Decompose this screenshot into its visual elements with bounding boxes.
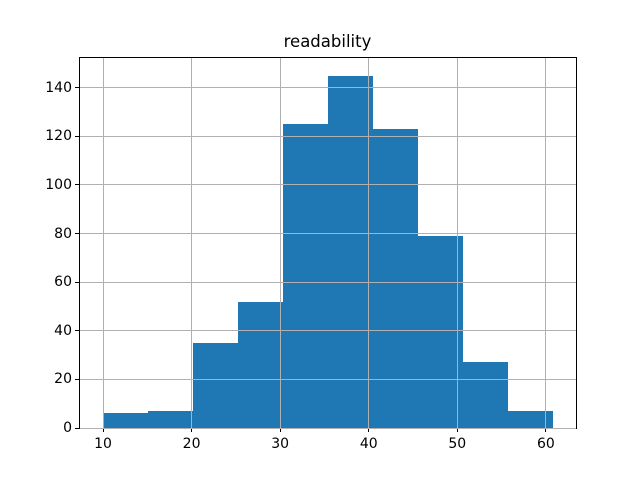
histogram-bar [462, 362, 508, 428]
y-tick-label: 120 [45, 128, 72, 145]
y-tick-mark [75, 184, 79, 186]
histogram-bar [103, 413, 148, 428]
y-tick-mark [75, 330, 79, 332]
gridline-horizontal [80, 330, 576, 332]
y-tick-label: 80 [54, 225, 72, 242]
gridline-vertical [545, 58, 547, 428]
y-tick-mark [75, 87, 79, 89]
histogram-bar [507, 410, 553, 428]
histogram-bar [328, 75, 373, 428]
x-tick-label: 30 [271, 436, 290, 452]
y-tick-mark [75, 427, 79, 429]
y-tick-label: 40 [54, 322, 72, 339]
histogram-bar [148, 410, 193, 428]
gridline-horizontal [80, 184, 576, 186]
gridline-vertical [279, 58, 281, 428]
gridline-vertical [191, 58, 193, 428]
x-tick-label: 50 [448, 436, 467, 452]
x-tick-mark [191, 428, 193, 432]
gridline-horizontal [80, 135, 576, 137]
x-tick-label: 10 [94, 436, 112, 452]
y-tick-mark [75, 135, 79, 137]
y-tick-mark [75, 281, 79, 283]
y-tick-mark [75, 378, 79, 380]
x-tick-mark [456, 428, 458, 432]
histogram-bar [238, 301, 283, 428]
histogram-bar [193, 342, 238, 428]
gridline-vertical [102, 58, 104, 428]
gridline-vertical [368, 58, 370, 428]
x-tick-label: 20 [182, 436, 201, 452]
x-tick-label: 60 [536, 436, 555, 452]
x-tick-label: 40 [359, 436, 378, 452]
gridline-horizontal [80, 281, 576, 283]
gridline-vertical [456, 58, 458, 428]
gridline-horizontal [80, 378, 576, 380]
plot-area [79, 57, 577, 429]
chart-title: readability [283, 32, 372, 51]
y-tick-label: 20 [54, 371, 72, 388]
gridline-horizontal [80, 233, 576, 235]
x-tick-mark [279, 428, 281, 432]
histogram-bar [417, 236, 463, 428]
y-tick-label: 0 [63, 420, 72, 436]
gridline-horizontal [80, 427, 576, 429]
y-tick-mark [75, 233, 79, 235]
x-tick-mark [368, 428, 370, 432]
y-tick-label: 60 [54, 274, 72, 291]
y-tick-label: 140 [45, 79, 72, 96]
x-tick-mark [545, 428, 547, 432]
histogram-bar [372, 129, 418, 428]
histogram-bar [283, 124, 328, 428]
gridline-horizontal [80, 87, 576, 89]
x-tick-mark [102, 428, 104, 432]
y-tick-label: 100 [45, 176, 72, 193]
